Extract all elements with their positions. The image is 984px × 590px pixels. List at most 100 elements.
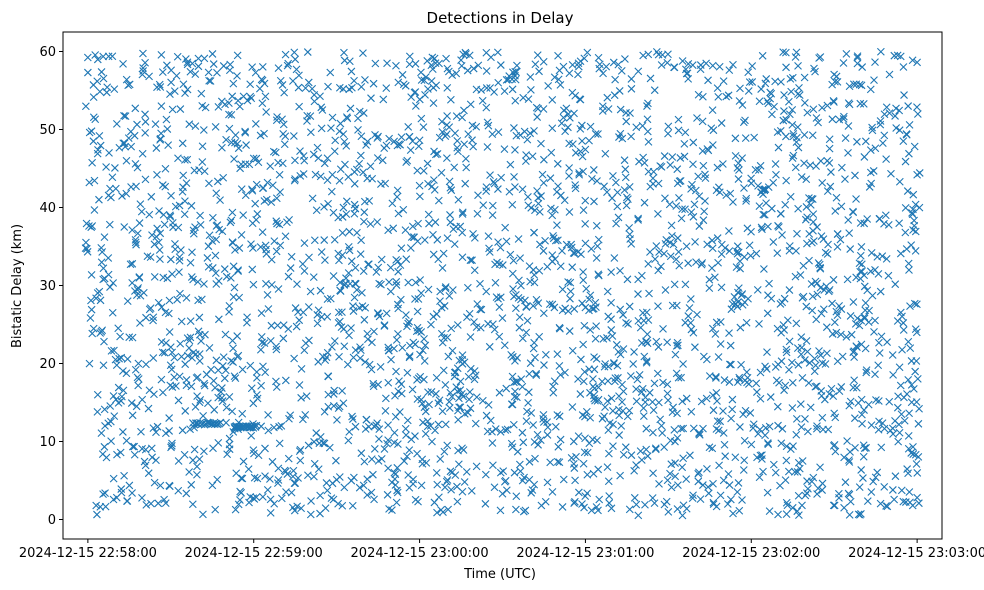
data-point xyxy=(402,431,410,440)
data-point xyxy=(170,353,179,362)
data-point xyxy=(754,166,763,175)
data-point xyxy=(313,319,322,328)
data-point xyxy=(362,415,371,424)
data-point xyxy=(508,85,517,94)
data-point xyxy=(196,220,205,229)
data-point xyxy=(891,112,899,120)
data-point xyxy=(691,237,699,246)
data-point xyxy=(679,501,688,510)
data-point xyxy=(106,283,114,291)
data-point xyxy=(528,152,537,161)
data-point xyxy=(458,113,467,122)
data-point xyxy=(93,77,102,86)
data-point xyxy=(377,255,386,264)
data-point xyxy=(294,474,302,482)
x-tick-label: 2024-12-15 23:03:00 xyxy=(848,546,984,561)
data-point xyxy=(110,85,119,94)
data-point xyxy=(97,243,106,252)
data-point xyxy=(613,361,622,370)
data-point xyxy=(609,420,617,429)
data-point xyxy=(174,223,183,232)
data-point xyxy=(910,299,919,308)
data-point xyxy=(280,88,289,97)
data-point xyxy=(181,55,190,63)
data-point xyxy=(388,199,397,208)
data-point xyxy=(740,436,749,445)
data-point xyxy=(804,427,812,436)
data-point xyxy=(488,201,497,210)
data-point xyxy=(219,62,228,70)
data-point xyxy=(644,50,653,59)
data-point xyxy=(866,146,875,154)
data-point xyxy=(752,249,761,258)
data-point xyxy=(98,450,107,458)
data-point xyxy=(138,395,147,404)
data-point xyxy=(193,470,201,479)
data-point xyxy=(392,336,401,344)
data-point xyxy=(252,421,261,430)
data-point xyxy=(783,501,792,510)
data-point xyxy=(386,287,395,296)
data-point xyxy=(231,374,240,383)
data-point xyxy=(553,221,561,229)
data-point xyxy=(370,445,379,453)
data-points xyxy=(81,47,924,520)
x-tick-label: 2024-12-15 23:00:00 xyxy=(351,546,489,561)
data-point xyxy=(900,91,908,99)
data-point xyxy=(686,451,694,460)
data-point xyxy=(565,139,574,148)
data-point xyxy=(300,346,309,355)
data-point xyxy=(592,254,601,262)
data-point xyxy=(782,456,791,465)
data-point xyxy=(83,53,92,62)
data-point xyxy=(742,368,751,376)
data-point xyxy=(608,407,617,415)
data-point xyxy=(738,290,747,298)
data-point xyxy=(411,88,420,96)
data-point xyxy=(594,235,603,244)
data-point xyxy=(828,115,837,124)
data-point xyxy=(899,326,908,334)
data-point xyxy=(654,50,663,59)
data-point xyxy=(508,372,517,381)
data-point xyxy=(643,330,652,339)
data-point xyxy=(654,343,663,351)
data-point xyxy=(419,166,428,175)
data-point xyxy=(535,266,544,275)
data-point xyxy=(358,288,366,297)
data-point xyxy=(524,388,533,397)
data-point xyxy=(755,473,764,482)
data-point xyxy=(678,511,687,520)
data-point xyxy=(252,368,261,376)
data-point xyxy=(377,180,385,188)
data-point xyxy=(831,207,840,215)
data-point xyxy=(196,211,204,220)
data-point xyxy=(355,483,364,492)
data-point xyxy=(150,478,159,487)
data-point xyxy=(913,58,922,67)
data-point xyxy=(342,279,350,288)
data-point xyxy=(401,81,410,90)
data-point xyxy=(100,405,109,414)
data-point xyxy=(131,235,140,244)
data-point xyxy=(850,376,859,385)
data-point xyxy=(375,435,383,443)
data-point xyxy=(711,330,720,338)
data-point xyxy=(313,143,322,152)
data-point xyxy=(755,320,763,328)
data-point xyxy=(193,278,202,286)
data-point xyxy=(523,316,532,325)
data-point xyxy=(314,465,323,474)
data-point xyxy=(295,71,303,80)
data-point xyxy=(689,212,698,221)
data-point xyxy=(552,188,561,196)
data-point xyxy=(742,194,751,203)
data-point xyxy=(664,396,672,405)
data-point xyxy=(822,323,831,332)
data-point xyxy=(856,267,865,276)
data-point xyxy=(252,215,261,224)
data-point xyxy=(212,419,221,428)
data-point xyxy=(291,175,299,183)
data-point xyxy=(158,181,167,189)
data-point xyxy=(892,104,900,113)
